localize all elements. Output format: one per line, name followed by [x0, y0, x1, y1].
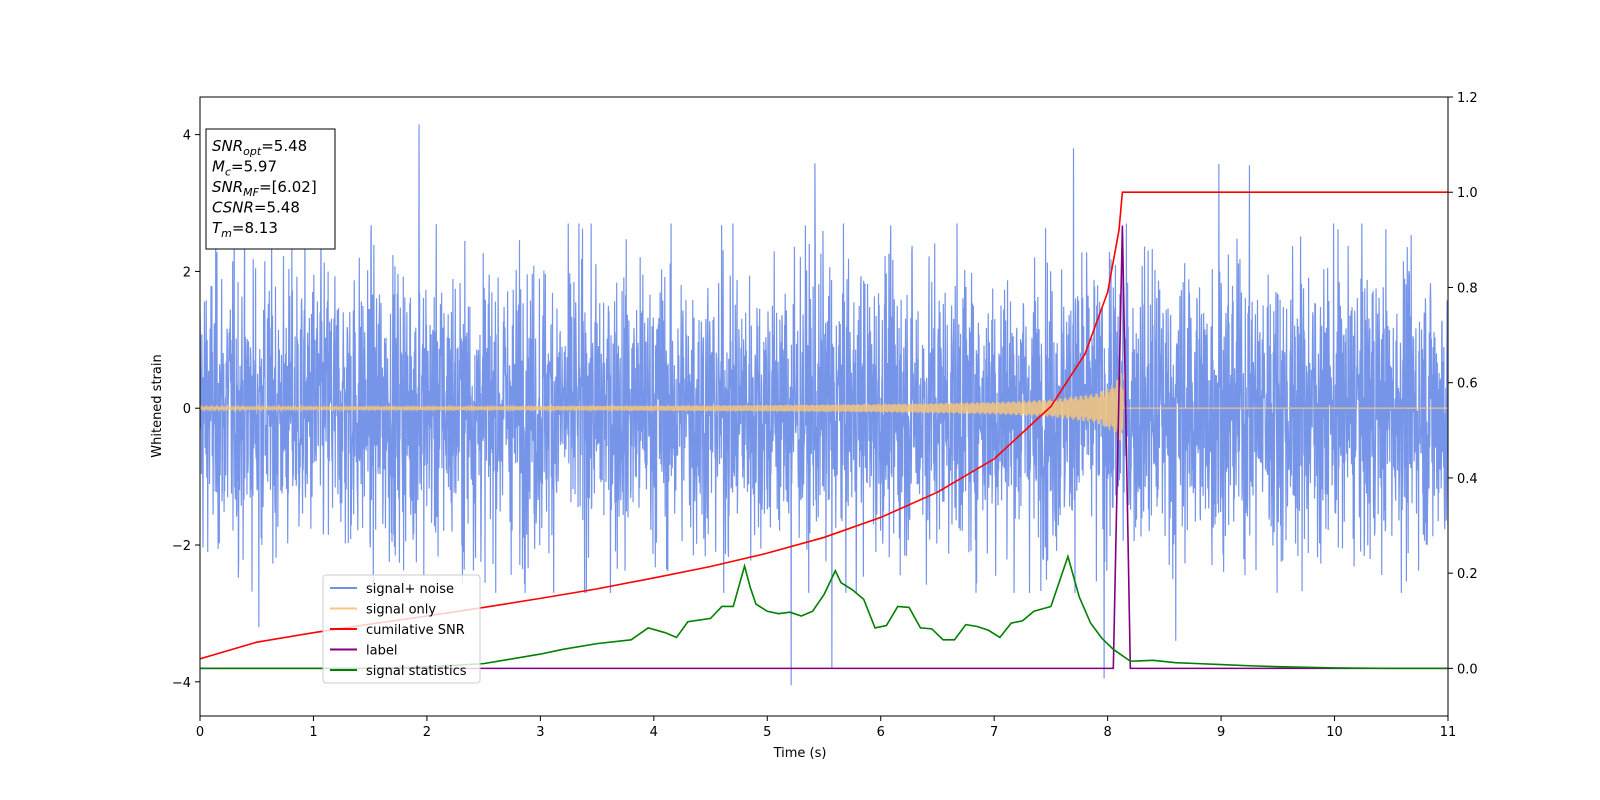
y-tick-label-right: 0.4	[1457, 472, 1478, 487]
legend-label: signal only	[366, 603, 436, 618]
x-tick-label: 11	[1440, 725, 1457, 740]
x-tick-label: 7	[990, 725, 998, 740]
info-box-frame	[205, 128, 336, 250]
info-box-line: SNRopt=5.48	[212, 137, 307, 158]
legend-label: label	[366, 644, 397, 659]
x-tick-label: 5	[763, 725, 771, 740]
info-box-line: Tm=8.13	[212, 219, 278, 240]
x-tick-label: 6	[877, 725, 885, 740]
x-tick-label: 10	[1326, 725, 1343, 740]
legend-label: cumilative SNR	[366, 623, 465, 638]
y-tick-label-right: 1.0	[1457, 186, 1478, 201]
info-box-line: SNRMF=[6.02]	[212, 178, 317, 199]
y-tick-label-right: 0.6	[1457, 377, 1478, 392]
series-line-label	[200, 225, 1448, 670]
plot-frame	[199, 96, 1449, 717]
legend-frame	[322, 574, 481, 684]
x-tick-label: 1	[309, 725, 317, 740]
legend-label: signal statistics	[366, 664, 467, 679]
x-tick-label: 0	[196, 725, 204, 740]
y-tick-label-left: −4	[172, 676, 191, 691]
series-line-signal-statistics	[200, 553, 1448, 670]
legend: signal+ noise signal only cumilative SNR la…	[322, 574, 481, 684]
series-line-signal-only	[200, 373, 1448, 441]
y-tick-label-left: 2	[183, 265, 191, 280]
y-tick-label-right: 0.2	[1457, 567, 1478, 582]
y-tick-label-left: 4	[183, 129, 191, 144]
x-tick-label: 3	[536, 725, 544, 740]
x-tick-label: 9	[1217, 725, 1225, 740]
y-tick-label-left: 0	[183, 402, 191, 417]
info-box-line: CSNR=5.48	[212, 199, 300, 217]
legend-label: signal+ noise	[366, 582, 454, 597]
y-axis-label-left: Whitened strain	[150, 354, 165, 457]
x-tick-label: 8	[1103, 725, 1111, 740]
x-axis-label: Time (s)	[773, 746, 827, 761]
info-box-line: Mc=5.97	[212, 158, 277, 179]
y-tick-label-left: −2	[172, 539, 191, 554]
x-tick-label: 2	[423, 725, 431, 740]
x-tick-label: 4	[650, 725, 658, 740]
y-tick-label-right: 0.0	[1457, 662, 1478, 677]
y-tick-label-right: 0.8	[1457, 281, 1478, 296]
y-tick-label-right: 1.2	[1457, 91, 1478, 106]
axes-ticks: 0 1 2 3 4 5 6 7 8 9 10 11 −4 −2 0 2 4 0.0 0.2 0.4 0.6 0.8 1.0 1…	[172, 91, 1478, 740]
series-line-signal-noise	[200, 124, 1448, 686]
